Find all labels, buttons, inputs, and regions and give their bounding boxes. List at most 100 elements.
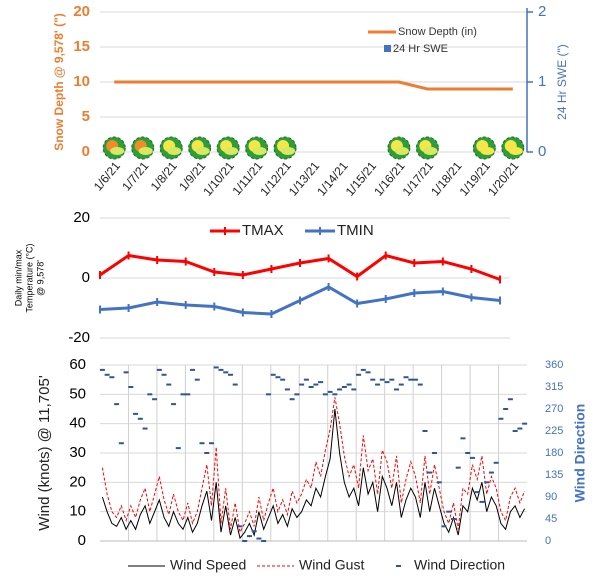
- y2-tick-label: 2: [538, 3, 546, 20]
- y2-tick-label: 270: [545, 403, 563, 415]
- y-axis-title: Snow Depth @ 9,578' ("): [52, 13, 66, 151]
- direction-marker: [232, 383, 238, 386]
- direction-marker: [99, 368, 105, 371]
- legend-label: 24 Hr SWE: [393, 43, 448, 55]
- legend-label: Snow Depth (in): [398, 26, 477, 38]
- weather-icon: [245, 136, 269, 160]
- direction-marker: [479, 500, 485, 503]
- direction-marker: [199, 442, 205, 445]
- y2-axis-title: Wind Direction: [572, 404, 588, 503]
- weather-icon: [188, 136, 212, 160]
- y2-tick-label: 0: [538, 143, 546, 160]
- direction-marker: [522, 422, 528, 425]
- icon-cloud: [281, 147, 296, 155]
- weather-icon: [131, 136, 155, 160]
- y-axis-title: Temperature (°C): [24, 243, 34, 312]
- series-line: [101, 408, 526, 540]
- direction-marker: [332, 393, 338, 396]
- y2-tick-label: 45: [545, 513, 557, 525]
- icon-cloud: [508, 147, 523, 155]
- y-tick-label: 40: [69, 415, 86, 432]
- direction-marker: [180, 393, 186, 396]
- direction-marker: [327, 390, 333, 393]
- direction-marker: [237, 525, 243, 528]
- y-tick-label: 30: [69, 444, 86, 461]
- direction-marker: [246, 535, 252, 538]
- y-tick-label: 0: [78, 532, 86, 549]
- direction-marker: [431, 452, 437, 454]
- direction-marker: [242, 540, 248, 542]
- y2-tick-label: 135: [545, 469, 563, 481]
- direction-marker: [398, 383, 404, 386]
- direction-marker: [161, 373, 167, 376]
- legend-label: Wind Direction: [414, 557, 505, 573]
- direction-marker: [493, 461, 499, 464]
- direction-marker: [346, 383, 352, 386]
- direction-marker: [156, 368, 162, 371]
- legend-label: Wind Gust: [299, 557, 364, 573]
- direction-marker: [484, 481, 490, 484]
- direction-marker: [104, 373, 110, 376]
- icon-cloud: [110, 147, 125, 155]
- y-tick-label: 5: [82, 108, 90, 125]
- direction-marker: [185, 393, 191, 396]
- direction-marker: [503, 408, 509, 410]
- direction-marker: [455, 466, 461, 469]
- direction-marker: [223, 371, 229, 374]
- direction-marker: [460, 437, 466, 440]
- y-tick-label: 20: [69, 473, 86, 490]
- series-line: [114, 80, 513, 91]
- direction-marker: [289, 398, 295, 401]
- y-tick-label: -20: [68, 329, 90, 346]
- series-line: [101, 397, 526, 534]
- direction-marker: [175, 447, 181, 450]
- icon-cloud: [224, 147, 239, 155]
- direction-marker: [474, 491, 480, 494]
- direction-marker: [308, 386, 314, 388]
- direction-marker: [114, 403, 120, 406]
- y-tick-label: 10: [69, 503, 86, 520]
- icon-cloud: [480, 147, 495, 155]
- direction-marker: [337, 388, 343, 391]
- direction-marker: [152, 398, 158, 401]
- y-tick-label: 15: [73, 38, 90, 55]
- y2-tick-label: 0: [545, 535, 551, 547]
- direction-marker: [446, 510, 452, 513]
- y2-tick-label: 225: [545, 425, 563, 437]
- direction-marker: [171, 403, 177, 406]
- icon-cloud: [167, 147, 182, 155]
- legend-swatch: [384, 45, 391, 52]
- direction-marker: [294, 393, 300, 396]
- direction-marker: [389, 378, 395, 381]
- y-tick-label: 0: [82, 269, 90, 286]
- direction-marker: [413, 378, 419, 381]
- icon-cloud: [195, 147, 210, 155]
- direction-marker: [256, 537, 262, 540]
- direction-marker: [512, 430, 518, 432]
- y2-tick-label: 315: [545, 381, 563, 393]
- direction-marker: [284, 388, 290, 391]
- direction-marker: [118, 442, 124, 445]
- icon-cloud: [394, 147, 409, 155]
- direction-marker: [142, 427, 148, 430]
- direction-marker: [303, 378, 309, 381]
- direction-marker: [469, 456, 475, 459]
- y-axis-title: Daily min/max: [13, 249, 23, 306]
- direction-marker: [403, 376, 409, 379]
- direction-marker: [394, 388, 400, 391]
- weather-icon: [159, 136, 183, 160]
- direction-marker: [356, 373, 362, 376]
- direction-marker: [166, 383, 172, 386]
- direction-marker: [318, 381, 324, 384]
- weather-icon: [472, 136, 496, 160]
- direction-marker: [436, 481, 442, 484]
- y2-axis-title: 24 Hr SWE ("): [555, 44, 569, 120]
- direction-marker: [488, 471, 494, 474]
- y-tick-label: 0: [82, 143, 90, 160]
- direction-marker: [128, 386, 134, 388]
- direction-marker: [465, 452, 471, 454]
- legend-label: Wind Speed: [170, 557, 246, 573]
- direction-marker: [123, 371, 129, 374]
